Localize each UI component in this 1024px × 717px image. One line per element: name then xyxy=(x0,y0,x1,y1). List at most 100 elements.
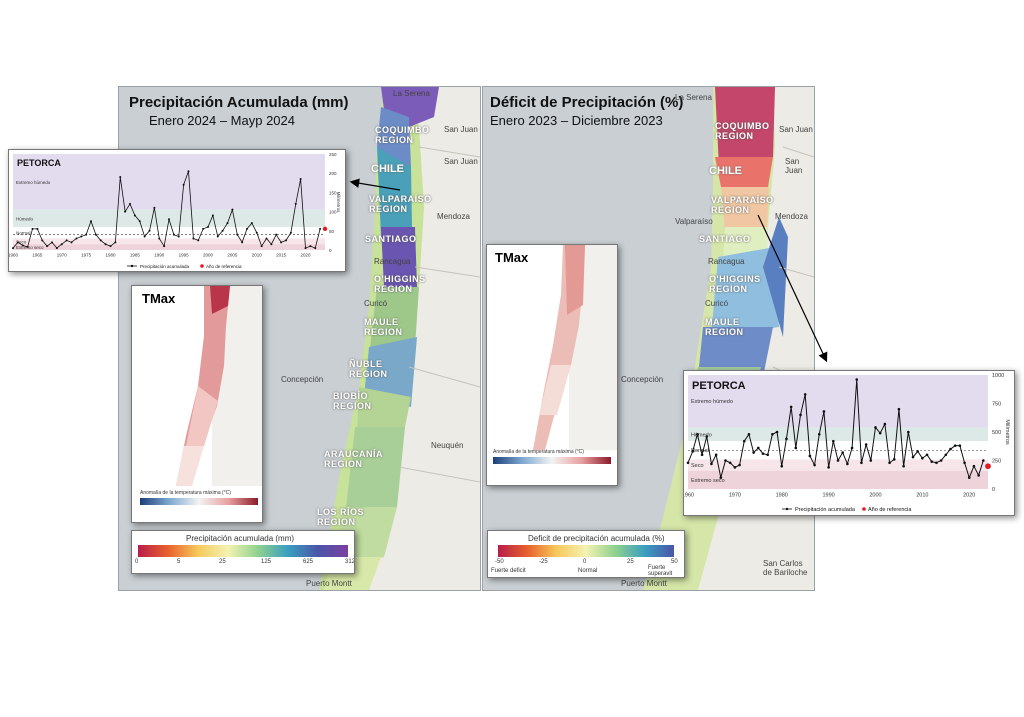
data-point xyxy=(65,239,68,242)
data-point xyxy=(916,450,919,453)
data-point xyxy=(109,245,112,248)
data-point xyxy=(163,245,166,248)
y-tick-label: 750 xyxy=(992,402,1001,408)
data-point xyxy=(982,459,985,462)
city-label: Mendoza xyxy=(437,212,470,221)
tmax-inset[interactable]: TMax Anomalía de la temperatura máxima (… xyxy=(486,244,618,486)
region-label: SANTIAGO xyxy=(365,234,417,244)
data-point xyxy=(21,244,24,247)
legend-dot-swatch xyxy=(130,264,134,268)
panel-title: Déficit de Precipitación (%) xyxy=(490,94,684,111)
data-point xyxy=(133,214,136,217)
legend-title: Deficit de precipitación acumulada (%) xyxy=(528,534,665,543)
data-point xyxy=(99,239,102,242)
data-point xyxy=(192,237,195,240)
data-point xyxy=(766,453,769,457)
x-tick-label: 2005 xyxy=(227,253,238,258)
data-point xyxy=(714,453,718,457)
data-point xyxy=(270,243,273,246)
data-point xyxy=(187,170,190,173)
city-label: Concepción xyxy=(281,375,324,384)
city-label: San Juan xyxy=(779,125,813,134)
data-point xyxy=(686,461,690,465)
series-line xyxy=(12,171,321,249)
data-point xyxy=(691,450,694,453)
data-point xyxy=(148,229,151,232)
city-label: Rancagua xyxy=(374,257,411,266)
series-line xyxy=(687,379,984,480)
band-4 xyxy=(13,244,325,250)
tmax-colorbar xyxy=(140,498,258,505)
region-label: BIOBÍO REGION xyxy=(333,391,372,411)
deficit-legend: Deficit de precipitación acumulada (%) -… xyxy=(487,530,685,578)
data-point xyxy=(236,233,239,236)
legend-ref-swatch xyxy=(200,264,204,268)
data-point xyxy=(883,422,887,426)
y-axis-label: Milímetros xyxy=(336,192,341,214)
precipitation-map xyxy=(319,87,480,590)
city-label: Concepción xyxy=(621,375,664,384)
legend-tick-label: 0 xyxy=(135,559,139,565)
city-label: Neuquén xyxy=(431,441,464,450)
country-label: CHILE xyxy=(709,165,742,177)
petorca-chart-2023[interactable]: Extremo húmedo Húmedo Normal Seco Extremo se… xyxy=(683,370,1015,516)
legend-colorbar xyxy=(498,545,674,557)
x-tick-label: 2000 xyxy=(869,493,881,499)
data-point xyxy=(129,202,131,205)
data-point xyxy=(304,247,307,250)
data-point xyxy=(138,220,141,223)
data-point xyxy=(41,239,44,242)
data-point xyxy=(897,407,901,411)
data-point xyxy=(921,456,924,460)
data-point xyxy=(314,247,317,250)
data-point xyxy=(182,183,185,186)
legend-entry: Precipitación acumulada xyxy=(140,264,190,269)
legend-ticks: 0 5 25 125 625 3125 xyxy=(135,559,354,569)
tmax-inset[interactable]: TMax Anomalía de la temperatura máxima (… xyxy=(131,285,263,523)
data-point xyxy=(799,413,802,417)
data-point xyxy=(275,233,278,236)
region-label: O'HIGGINS REGION xyxy=(374,274,426,294)
data-point xyxy=(911,455,915,459)
legend-tick-label: 50 xyxy=(671,559,678,565)
data-point xyxy=(958,444,962,447)
legend-entry: Año de referencia xyxy=(206,264,242,269)
chart-title: PETORCA xyxy=(17,158,61,168)
data-point xyxy=(70,241,73,244)
data-point xyxy=(869,459,873,462)
data-point xyxy=(143,235,146,238)
tmax-title: TMax xyxy=(142,291,176,306)
tmax-legend-title: Anomalía de la temperatura máxima (°C) xyxy=(140,490,231,496)
data-point xyxy=(46,245,49,248)
data-point xyxy=(822,410,826,413)
band-label: Seco xyxy=(691,463,704,469)
data-point xyxy=(944,453,948,457)
region-label: COQUIMBO REGION xyxy=(715,121,770,141)
data-point xyxy=(246,227,248,230)
legend-tick-label: -25 xyxy=(539,559,548,565)
data-point xyxy=(935,461,938,465)
data-point xyxy=(939,459,943,462)
x-tick-label: 2020 xyxy=(963,493,975,499)
legend-title: Precipitación acumulada (mm) xyxy=(186,534,295,543)
legend-high-label: Fuerte superavit xyxy=(648,565,673,577)
x-tick-label: 1995 xyxy=(179,253,190,258)
tmax-colorbar xyxy=(493,457,611,464)
legend-mid-label: Normal xyxy=(578,568,598,574)
region-label: O'HIGGINS REGION xyxy=(709,274,761,294)
data-point xyxy=(841,451,844,454)
region-label: SANTIAGO xyxy=(699,234,751,244)
data-point xyxy=(757,446,760,450)
petorca-chart-2024[interactable]: Extremo húmedo Húmedo Normal Seco Extremo se… xyxy=(8,149,346,272)
city-label: San Juan xyxy=(785,157,803,175)
y-tick-label: 0 xyxy=(992,487,995,493)
data-point xyxy=(925,453,929,457)
data-point xyxy=(803,393,807,396)
region-label: ÑUBLE REGION xyxy=(349,359,388,379)
data-point xyxy=(26,245,29,248)
tmax-map xyxy=(176,286,262,486)
x-tick-label: 1960 xyxy=(9,253,19,258)
data-point xyxy=(114,241,117,244)
data-point xyxy=(85,233,88,236)
data-point xyxy=(967,476,971,479)
